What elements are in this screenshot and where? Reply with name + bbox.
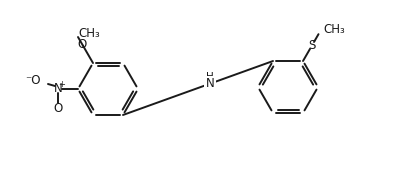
Text: S: S (308, 39, 316, 52)
Text: N: N (206, 77, 214, 90)
Text: +: + (59, 79, 65, 88)
Text: O: O (77, 38, 87, 51)
Text: CH₃: CH₃ (78, 27, 100, 40)
Text: ⁻O: ⁻O (25, 73, 41, 87)
Text: CH₃: CH₃ (323, 23, 345, 36)
Text: H: H (206, 72, 214, 82)
Text: N: N (53, 82, 63, 94)
Text: O: O (53, 102, 63, 114)
